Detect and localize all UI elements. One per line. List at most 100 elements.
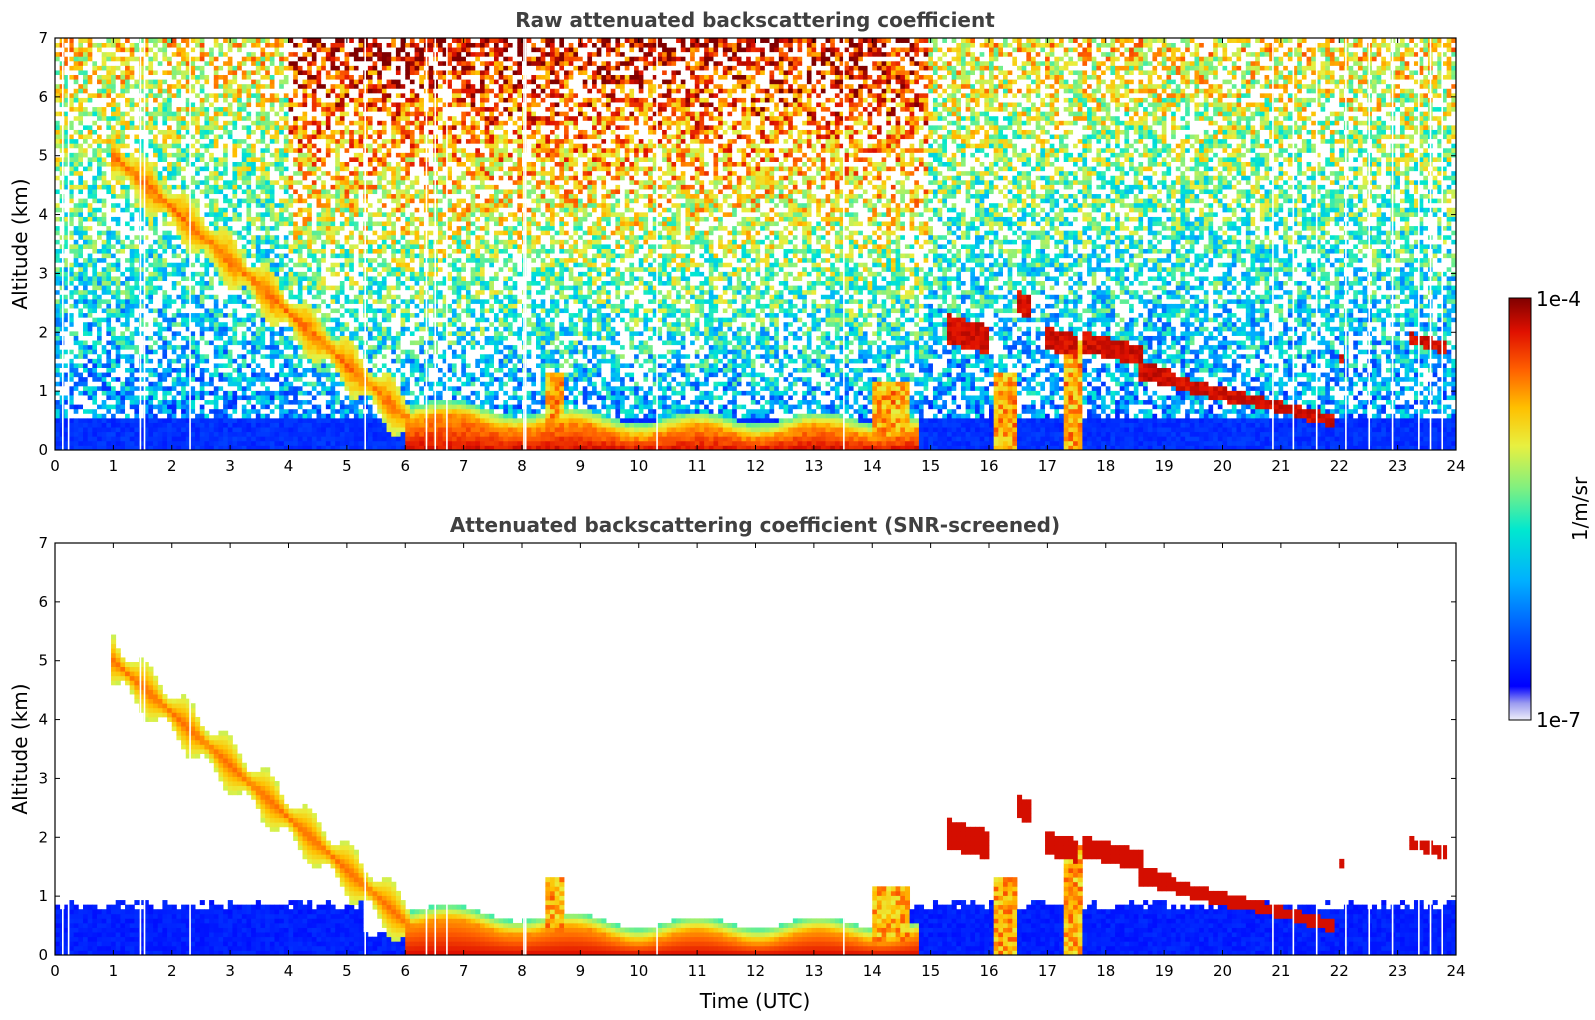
heatmap-cell (311, 358, 317, 364)
heatmap-cell (78, 399, 84, 405)
heatmap-cell (87, 376, 93, 382)
heatmap-cell (78, 170, 84, 176)
heatmap-cell (157, 193, 163, 199)
heatmap-cell (185, 74, 191, 80)
heatmap-cell (83, 175, 89, 181)
heatmap-cell (190, 395, 196, 401)
heatmap-cell (115, 395, 121, 401)
heatmap-cell (97, 271, 103, 277)
heatmap-cell (181, 285, 187, 291)
heatmap-cell (237, 344, 243, 350)
heatmap-cell (265, 276, 271, 282)
heatmap-cell (167, 385, 173, 391)
heatmap-cell (311, 390, 317, 396)
heatmap-cell (223, 88, 229, 94)
heatmap-cell (176, 257, 182, 263)
heatmap-cell (115, 367, 121, 373)
heatmap-cell (97, 353, 103, 359)
heatmap-cell (237, 422, 243, 428)
heatmap-cell (134, 207, 140, 213)
heatmap-cell (97, 88, 103, 94)
heatmap-cell (101, 253, 107, 259)
heatmap-cell (97, 321, 103, 327)
heatmap-cell (223, 395, 229, 401)
heatmap-cell (255, 221, 261, 227)
heatmap-cell (302, 189, 308, 195)
heatmap-cell (87, 321, 93, 327)
heatmap-cell (223, 440, 229, 446)
heatmap-cell (157, 413, 163, 419)
heatmap-cell (218, 143, 224, 149)
heatmap-cell (279, 381, 285, 387)
heatmap-cell (176, 198, 182, 204)
heatmap-cell (265, 161, 271, 167)
heatmap-cell (209, 65, 215, 71)
heatmap-cell (232, 330, 238, 336)
heatmap-cell (143, 257, 149, 263)
heatmap-cell (227, 51, 233, 57)
heatmap-cell (199, 381, 205, 387)
heatmap-cell (115, 376, 121, 382)
heatmap-cell (274, 285, 280, 291)
heatmap-cell (274, 257, 280, 263)
heatmap-cell (311, 367, 317, 373)
heatmap-cell (162, 321, 168, 327)
heatmap-cell (255, 70, 261, 76)
heatmap-cell (55, 60, 61, 66)
heatmap-cell (265, 170, 271, 176)
heatmap-cell (204, 60, 210, 66)
heatmap-cell (176, 417, 182, 423)
heatmap-cell (241, 70, 247, 76)
heatmap-cell (134, 216, 140, 222)
heatmap-cell (115, 111, 121, 117)
heatmap-cell (302, 51, 308, 57)
heatmap-cell (218, 207, 224, 213)
heatmap-cell (283, 271, 289, 277)
heatmap-cell (288, 211, 294, 217)
heatmap-cell (213, 42, 219, 48)
heatmap-cell (204, 221, 210, 227)
heatmap-cell (181, 344, 187, 350)
heatmap-cell (279, 276, 285, 282)
heatmap-cell (265, 363, 271, 368)
heatmap-cell (288, 161, 294, 167)
heatmap-cell (106, 106, 112, 112)
heatmap-cell (73, 257, 79, 263)
heatmap-cell (227, 436, 233, 442)
heatmap-cell (274, 221, 280, 227)
heatmap-cell (311, 280, 317, 286)
heatmap-cell (232, 221, 238, 227)
heatmap-cell (111, 225, 117, 231)
heatmap-cell (134, 202, 140, 208)
heatmap-cell (232, 70, 238, 76)
heatmap-cell (157, 280, 163, 286)
heatmap-cell (246, 266, 252, 272)
heatmap-cell (83, 349, 89, 355)
heatmap-cell (297, 427, 303, 433)
heatmap-cell (143, 390, 149, 396)
heatmap-cell (297, 179, 303, 185)
heatmap-cell (227, 152, 233, 158)
heatmap-cell (125, 289, 131, 295)
heatmap-cell (218, 353, 224, 359)
heatmap-cell (78, 120, 84, 126)
heatmap-cell (246, 353, 252, 359)
heatmap-cell (64, 372, 70, 378)
heatmap-cell (92, 340, 98, 346)
heatmap-cell (241, 376, 247, 382)
heatmap-cell (293, 230, 299, 236)
heatmap-cell (274, 129, 280, 135)
heatmap-cell (251, 143, 257, 149)
heatmap-cell (218, 436, 224, 442)
heatmap-cell (153, 381, 159, 387)
heatmap-cell (167, 129, 173, 135)
heatmap-cell (167, 79, 173, 85)
heatmap-cell (279, 97, 285, 103)
heatmap-cell (209, 321, 215, 327)
heatmap-cell (153, 427, 159, 433)
heatmap-cell (92, 147, 98, 153)
heatmap-cell (265, 207, 271, 213)
heatmap-cell (101, 74, 107, 80)
heatmap-cell (195, 385, 201, 391)
heatmap-cell (251, 88, 257, 94)
